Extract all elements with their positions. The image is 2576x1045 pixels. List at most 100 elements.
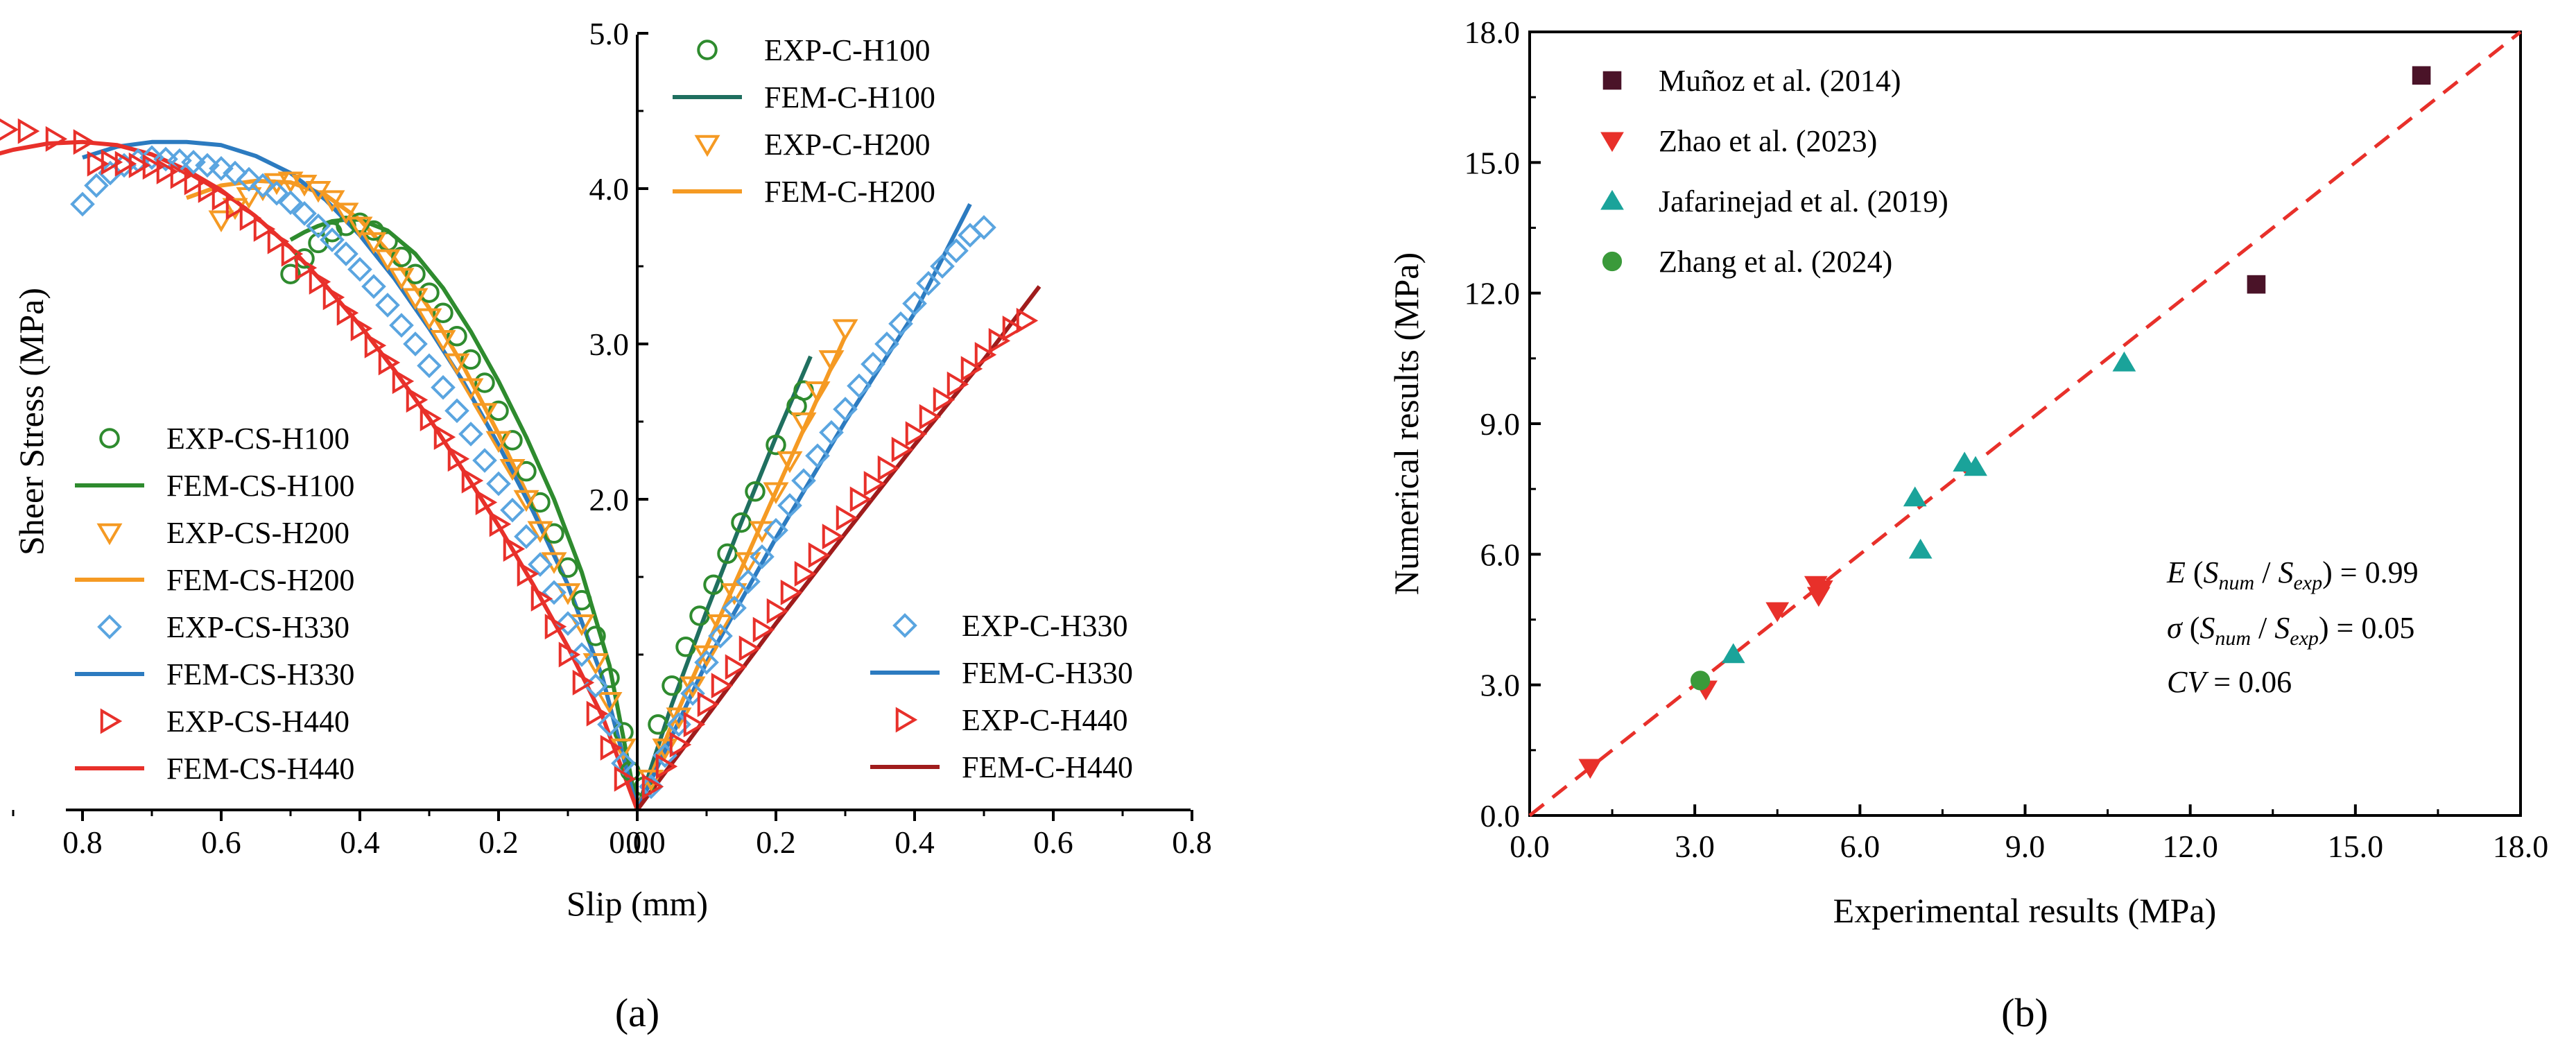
data-point	[1964, 456, 1987, 476]
data-point	[472, 403, 498, 425]
panel-b-y-tick-label: 9.0	[1480, 406, 1521, 442]
panel-b-x-tick-label: 9.0	[2005, 829, 2046, 864]
data-point	[818, 350, 845, 372]
data-point	[416, 308, 442, 331]
data-point	[309, 268, 331, 295]
series-fem-c-h330	[635, 203, 972, 811]
legend-swatch	[1600, 132, 1624, 153]
data-point	[528, 552, 553, 577]
data-point	[780, 579, 803, 605]
data-point	[350, 316, 373, 342]
data-point	[474, 372, 495, 393]
data-point	[291, 175, 318, 197]
data-point	[1691, 671, 1711, 691]
legend-item-exp-cs-h330: EXP-CS-H330	[97, 610, 349, 644]
data-point	[209, 156, 234, 181]
data-point	[444, 353, 470, 376]
data-point	[513, 490, 539, 512]
data-point	[662, 675, 682, 696]
data-point	[500, 497, 525, 523]
figure-label-b: (b)	[2001, 990, 2048, 1035]
data-point	[295, 254, 318, 281]
data-point	[805, 443, 830, 469]
panel-b-legend: Muñoz et al. (2014) Zhao et al. (2023) Jaf…	[1600, 64, 1948, 279]
legend-swatch	[895, 707, 918, 733]
data-point	[375, 293, 400, 318]
panel-b-y-tick-label: 15.0	[1464, 145, 1521, 180]
data-point	[919, 404, 942, 430]
data-point	[458, 378, 484, 400]
data-point	[697, 691, 720, 718]
panel-b-y-label: Numerical results (MPa)	[1387, 252, 1426, 595]
legend-swatch	[892, 613, 917, 638]
panel-b-y-tick-label: 12.0	[1464, 276, 1521, 311]
data-point	[170, 163, 193, 189]
data-point	[336, 300, 359, 326]
data-point	[374, 249, 401, 271]
panel-a-legend-right-bottom: EXP-C-H330 FEM-C-H330 EXP-C-H440 FEM-C-H440	[870, 609, 1133, 784]
data-point	[430, 330, 456, 352]
legend-label: EXP-CS-H200	[166, 516, 349, 550]
data-point	[597, 711, 622, 737]
data-point	[974, 342, 997, 368]
data-point	[472, 448, 497, 473]
panel-a-legend-left: EXP-CS-H100 FEM-CS-H100 EXP-CS-H200 FEM-CS-…	[75, 422, 354, 786]
data-point	[433, 302, 453, 323]
data-point	[791, 468, 816, 493]
legend-label: Zhao et al. (2023)	[1659, 124, 1877, 158]
legend-label: EXP-C-H100	[764, 33, 931, 67]
legend-label: FEM-C-H330	[962, 656, 1133, 690]
data-point	[847, 373, 872, 399]
data-point	[777, 451, 803, 474]
data-point	[600, 734, 623, 761]
panel-a-y-tick-label: 2.0	[589, 482, 630, 517]
data-point	[253, 216, 276, 242]
data-point	[402, 288, 429, 310]
data-point	[804, 381, 831, 404]
series-mu-oz-et-al-2014	[2247, 66, 2431, 294]
data-point	[139, 145, 164, 171]
data-point	[752, 616, 775, 643]
data-point	[239, 205, 262, 232]
data-point	[905, 421, 928, 447]
figure-label-a: (a)	[615, 990, 659, 1035]
data-point	[736, 569, 761, 594]
data-point	[944, 238, 969, 264]
series-exp-c-h440	[641, 307, 1039, 800]
data-point	[833, 397, 858, 422]
data-point	[2112, 351, 2136, 372]
data-point	[933, 387, 956, 413]
legend-item-fem-c-h100: FEM-C-H100	[673, 80, 935, 114]
data-point	[347, 216, 373, 239]
data-point	[267, 228, 290, 254]
panel-b-stats: E (Snum / Sexp) = 0.99 σ (Snum / Sexp) =…	[2166, 555, 2419, 699]
panel-a-x-tick-label: 0.2	[756, 824, 796, 860]
panel-b-x-tick-label: 15.0	[2328, 829, 2384, 864]
data-point	[527, 521, 553, 543]
panel-a-y-axis: 2.0 3.0 4.0 5.0	[589, 16, 648, 810]
data-point	[891, 436, 914, 463]
panel-a-x-tick-label: 0.4	[894, 824, 935, 860]
data-point	[971, 215, 996, 240]
data-point	[655, 753, 678, 779]
data-point	[819, 420, 844, 445]
data-point	[195, 153, 220, 178]
stat-mean-value: 0.99	[2365, 555, 2419, 589]
data-point	[790, 412, 817, 435]
panel-a-x-tick-label: 0.2	[478, 824, 519, 860]
data-point	[669, 732, 692, 758]
data-point	[1806, 587, 1831, 607]
legend-swatch	[99, 428, 120, 449]
panel-a-x-tick-label: 0.4	[340, 824, 380, 860]
legend-item-mu-oz-et-al-2014: Muñoz et al. (2014)	[1602, 64, 1901, 98]
panel-a-x-tick-label: 0.6	[201, 824, 241, 860]
panel-b: 0.00.0 3.0 3.0 6.0 6.0 9.0 9.0 12.0 12.0 15.0 15.0…	[1387, 15, 2548, 1035]
legend-item-exp-cs-h100: EXP-CS-H100	[99, 422, 349, 456]
data-point	[485, 431, 512, 454]
series-jafarinejad-et-al-2019	[1721, 351, 2136, 664]
data-point	[499, 458, 526, 481]
legend-swatch	[97, 614, 122, 639]
panel-a-y-tick-label: 4.0	[589, 171, 630, 207]
data-point	[447, 326, 467, 347]
data-point	[555, 611, 580, 637]
